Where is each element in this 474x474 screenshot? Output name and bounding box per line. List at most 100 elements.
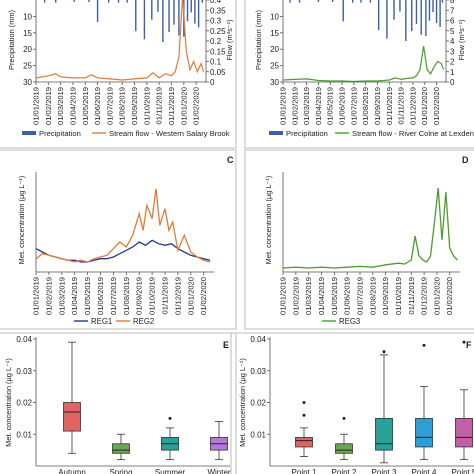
- panel-frame-D: [244, 149, 474, 330]
- category-label: Point 4: [412, 468, 437, 474]
- y-tick-label: 0.03: [250, 367, 266, 376]
- x-tick-label: 01/08/2019: [361, 87, 370, 125]
- y-axis-label: Precipitation (mm): [7, 10, 16, 70]
- legend-label-precipitation: Precipitation: [286, 129, 328, 138]
- box-spring: [112, 443, 130, 454]
- y2-tick-label: 3: [450, 47, 455, 56]
- panel-letter: D: [462, 155, 469, 165]
- box-point-2: [335, 443, 353, 454]
- precip-bar: [190, 0, 192, 13]
- precip-bar: [331, 0, 334, 2]
- y-axis-label: Met. concentration (µg L⁻¹): [264, 176, 273, 265]
- y-axis-label: Precipitation (mm): [254, 10, 263, 70]
- x-tick-label: 01/03/2019: [304, 277, 313, 315]
- y2-tick-label: 0.35: [210, 6, 226, 15]
- y-tick-label: 10: [23, 12, 32, 21]
- legend-label-reg2: REG2: [133, 317, 154, 326]
- y-axis-label: Met. concentration (µg L⁻¹): [4, 358, 13, 447]
- x-tick-label: 01/12/2019: [420, 277, 429, 315]
- panel-frame-F: [230, 332, 474, 474]
- x-tick-label: 01/09/2019: [373, 87, 382, 125]
- precip-bar: [197, 0, 200, 28]
- precip-bar: [399, 0, 401, 12]
- category-label: Point 1: [292, 468, 317, 474]
- x-tick-label: 01/08/2019: [122, 277, 131, 315]
- precip-bar: [420, 0, 422, 35]
- x-tick-label: 01/06/2019: [338, 87, 347, 125]
- y2-tick-label: 8: [450, 0, 455, 5]
- panel-frame-E: [0, 332, 237, 474]
- y-tick-label: 0.03: [16, 367, 32, 376]
- x-tick-label: 01/02/2020: [192, 87, 201, 125]
- x-tick-label: 01/06/2019: [96, 277, 105, 315]
- x-tick-label: 01/02/2020: [432, 87, 441, 125]
- x-tick-label: 01/05/2019: [330, 277, 339, 315]
- x-tick-label: 01/10/2019: [394, 277, 403, 315]
- box-point-5: [455, 417, 473, 448]
- y-tick-label: 15: [23, 29, 32, 38]
- precip-bar: [186, 0, 189, 22]
- y2-tick-label: 0.4: [210, 0, 222, 5]
- box-outlier: [422, 343, 426, 347]
- precip-bar: [298, 0, 301, 3]
- x-tick-label: 01/02/2019: [44, 87, 53, 125]
- precip-bar: [405, 0, 407, 41]
- panel-frame-A: [0, 0, 237, 149]
- box-outlier: [302, 413, 306, 417]
- y-tick-label: 0.01: [250, 430, 266, 439]
- y2-tick-label: 0.2: [210, 37, 222, 46]
- x-tick-label: 01/12/2019: [408, 87, 417, 125]
- x-tick-label: 01/11/2019: [155, 87, 164, 124]
- panel-letter: C: [227, 155, 234, 165]
- y-tick-label: 25: [270, 62, 279, 71]
- precip-bar: [351, 0, 354, 3]
- precip-bar: [173, 0, 175, 25]
- box-point-4: [415, 417, 433, 448]
- x-tick-label: 01/05/2019: [83, 277, 92, 315]
- precip-bar: [107, 0, 110, 3]
- x-tick-label: 01/02/2019: [290, 87, 299, 125]
- x-tick-label: 01/06/2019: [93, 87, 102, 125]
- precip-bar: [96, 0, 99, 22]
- box-autumn: [63, 402, 81, 432]
- y-tick-label: 20: [23, 45, 32, 54]
- precip-bar: [411, 0, 413, 32]
- precip-bar: [126, 0, 128, 3]
- x-tick-label: 01/09/2019: [381, 277, 390, 315]
- x-tick-label: 01/01/2019: [279, 87, 288, 125]
- y-tick-label: 10: [270, 12, 279, 21]
- y-tick-label: 15: [270, 29, 279, 38]
- legend-label-reg3: REG3: [339, 317, 360, 326]
- precip-bar: [151, 0, 153, 20]
- x-tick-label: 01/01/2020: [186, 277, 195, 315]
- box-outlier: [462, 340, 466, 344]
- series-line-reg2: [35, 188, 211, 263]
- y2-tick-label: 4: [450, 37, 455, 46]
- x-tick-label: 01/01/2019: [279, 277, 288, 315]
- y2-tick-label: 5: [450, 27, 455, 36]
- category-label: Point 2: [332, 468, 357, 474]
- y-tick-label: 0.02: [250, 399, 266, 408]
- y2-axis-label: Flow (m³s⁻¹): [225, 19, 234, 60]
- precip-bar: [386, 0, 388, 39]
- precip-bar: [377, 0, 380, 31]
- y-tick-label: 30: [270, 78, 279, 87]
- x-tick-label: 01/10/2019: [148, 277, 157, 315]
- category-label: Point 5: [452, 468, 474, 474]
- x-tick-label: 01/01/2019: [32, 277, 41, 315]
- y2-tick-label: 0: [210, 78, 215, 87]
- x-tick-label: 01/09/2019: [135, 277, 144, 315]
- box-outlier: [302, 401, 306, 404]
- x-tick-label: 01/05/2019: [326, 87, 335, 125]
- x-tick-label: 01/07/2019: [109, 277, 118, 315]
- x-tick-label: 01/01/2020: [420, 87, 429, 125]
- precip-bar: [194, 0, 196, 24]
- y-axis-label: Met. concentration (µg L⁻¹): [17, 176, 26, 265]
- x-tick-label: 01/01/2019: [32, 87, 41, 125]
- x-tick-label: 01/04/2019: [68, 87, 77, 125]
- box-outlier: [382, 350, 386, 354]
- y-tick-label: 20: [270, 45, 279, 54]
- panel-letter: E: [223, 340, 229, 350]
- precip-bar: [157, 0, 159, 12]
- x-tick-label: 01/11/2019: [407, 277, 416, 314]
